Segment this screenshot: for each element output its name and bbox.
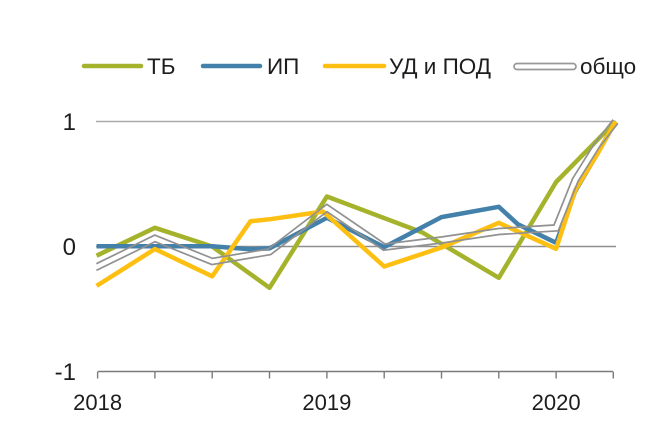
svg-text:УД и ПОД: УД и ПОД — [389, 54, 491, 79]
svg-text:2020: 2020 — [532, 390, 581, 415]
svg-text:-1: -1 — [55, 359, 76, 386]
svg-text:0: 0 — [63, 234, 76, 261]
svg-text:ТБ: ТБ — [147, 54, 176, 79]
svg-text:2019: 2019 — [302, 390, 351, 415]
svg-text:ИП: ИП — [267, 54, 299, 79]
svg-text:2018: 2018 — [73, 390, 122, 415]
svg-text:1: 1 — [63, 109, 76, 136]
svg-text:общо: общо — [580, 54, 636, 79]
